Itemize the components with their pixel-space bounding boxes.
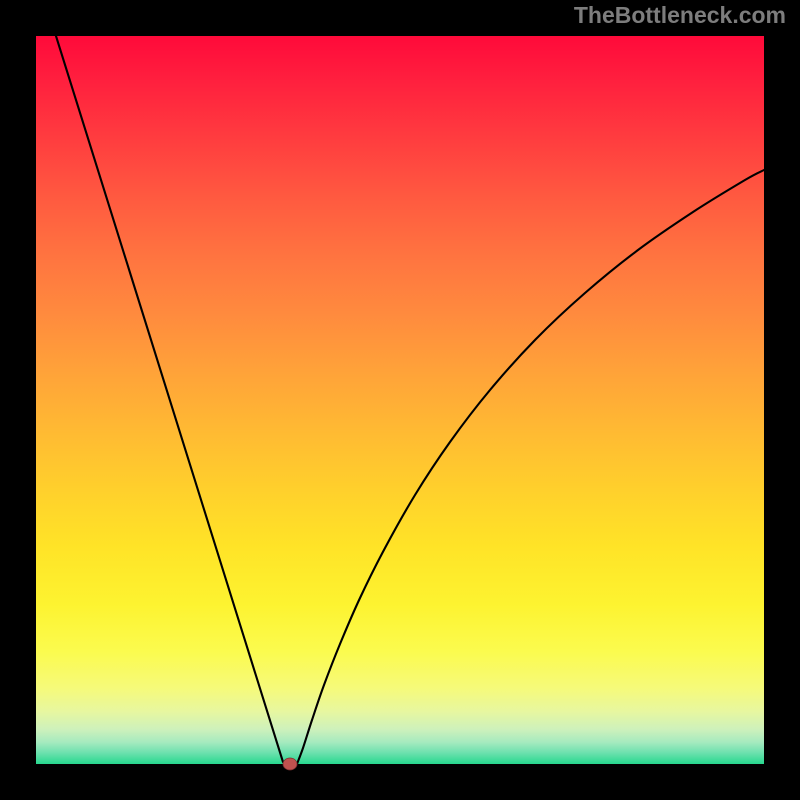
- chart-svg: [0, 0, 800, 800]
- plot-gradient: [36, 36, 764, 764]
- optimum-marker: [283, 758, 297, 770]
- watermark-text: TheBottleneck.com: [574, 2, 786, 29]
